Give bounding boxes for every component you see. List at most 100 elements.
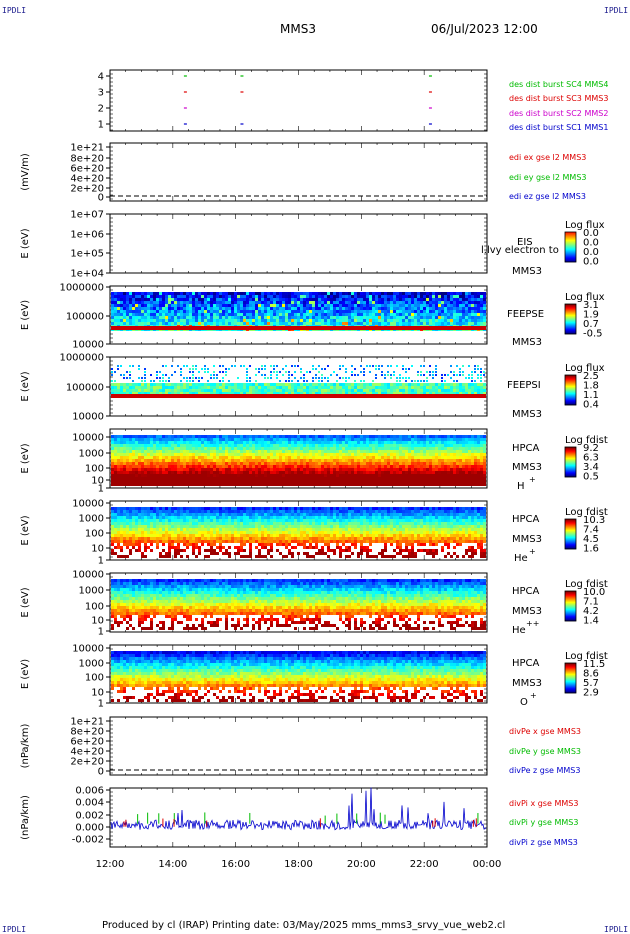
spectro-cell xyxy=(117,438,120,441)
spectro-cell xyxy=(387,292,390,295)
spectro-cell xyxy=(303,316,306,319)
spectro-cell xyxy=(189,459,192,462)
spectro-cell xyxy=(132,298,135,301)
spectro-cell xyxy=(288,298,291,301)
spectro-cell xyxy=(354,298,357,301)
spectro-cell xyxy=(267,459,270,462)
spectro-cell xyxy=(111,304,114,307)
spectro-cell xyxy=(252,435,255,438)
spectro-cell xyxy=(237,316,240,319)
spectro-cell xyxy=(444,292,447,295)
spectro-cell xyxy=(357,480,360,483)
spectro-cell xyxy=(207,468,210,471)
spectro-cell xyxy=(315,483,318,486)
spectro-cell xyxy=(426,383,429,386)
spectro-cell xyxy=(423,313,426,316)
spectro-cell xyxy=(306,453,309,456)
spectro-cell xyxy=(261,480,264,483)
spectro-cell xyxy=(270,447,273,450)
spectro-cell xyxy=(264,310,267,313)
spectro-cell xyxy=(306,392,309,395)
spectro-cell xyxy=(279,483,282,486)
spectro-cell xyxy=(162,377,164,379)
spectro-cell xyxy=(240,389,243,392)
spectro-cell xyxy=(204,319,207,322)
spectro-cell xyxy=(444,380,446,382)
spectro-cell xyxy=(354,316,357,319)
spectro-cell xyxy=(291,444,294,447)
spectro-cell xyxy=(183,316,186,319)
spectro-cell xyxy=(219,392,222,395)
spectro-cell xyxy=(315,474,318,477)
spectro-cell xyxy=(321,456,324,459)
spectro-cell xyxy=(201,438,204,441)
spectro-cell xyxy=(225,456,228,459)
spectro-cell xyxy=(369,313,372,316)
spectro-cell xyxy=(282,471,285,474)
spectro-cell xyxy=(219,447,222,450)
spectro-cell xyxy=(138,298,141,301)
spectro-cell xyxy=(363,392,366,395)
spectro-cell xyxy=(195,292,198,295)
spectro-cell xyxy=(150,298,153,301)
spectro-cell xyxy=(126,371,128,373)
spectro-cell xyxy=(210,316,213,319)
spectro-cell xyxy=(411,292,414,295)
spectro-cell xyxy=(384,392,387,395)
spectro-cell xyxy=(429,295,432,298)
spectro-cell xyxy=(366,462,369,465)
spectro-cell xyxy=(285,471,288,474)
spectro-cell xyxy=(315,374,317,376)
spectro-cell xyxy=(153,319,156,322)
spectro-cell xyxy=(141,377,143,379)
spectro-cell xyxy=(363,319,366,322)
spectro-cell xyxy=(300,392,303,395)
spectro-cell xyxy=(219,441,222,444)
spectro-cell xyxy=(258,392,261,395)
spectro-cell xyxy=(111,465,114,468)
spectro-cell xyxy=(204,456,207,459)
spectro-cell xyxy=(279,459,282,462)
spectro-cell xyxy=(372,444,375,447)
spectro-cell xyxy=(267,383,270,386)
spectro-cell xyxy=(252,383,255,386)
spectro-cell xyxy=(348,304,351,307)
spectro-cell xyxy=(111,389,114,392)
spectro-cell xyxy=(402,310,405,313)
spectro-cell xyxy=(273,453,276,456)
spectro-cell xyxy=(333,292,336,295)
spectro-cell xyxy=(216,471,219,474)
spectro-cell xyxy=(282,310,285,313)
spectro-cell xyxy=(174,459,177,462)
spectro-cell xyxy=(261,307,264,310)
colorbar-cell xyxy=(565,461,576,463)
spectro-cell xyxy=(132,447,135,450)
spectro-cell xyxy=(144,450,147,453)
spectro-cell xyxy=(327,450,330,453)
spectro-cell xyxy=(204,474,207,477)
spectro-cell xyxy=(306,307,309,310)
spectro-cell xyxy=(354,474,357,477)
spectro-cell xyxy=(192,441,195,444)
spectro-cell xyxy=(288,304,291,307)
spectro-cell xyxy=(369,304,372,307)
spectro-cell xyxy=(168,483,171,486)
legend-entry: edi ez gse l2 MMS3 xyxy=(509,192,586,201)
spectro-cell xyxy=(204,459,207,462)
spectro-cell xyxy=(129,477,132,480)
spectro-cell xyxy=(132,444,135,447)
spectro-cell xyxy=(303,386,306,389)
spectro-cell xyxy=(165,301,168,304)
spectro-cell xyxy=(264,292,267,295)
spectro-cell xyxy=(402,292,405,295)
spectro-cell xyxy=(135,292,138,295)
spectro-cell xyxy=(270,483,273,486)
spectro-cell xyxy=(435,307,438,310)
spectro-cell xyxy=(399,435,402,438)
spectro-cell xyxy=(135,386,138,389)
spectro-cell xyxy=(222,292,225,295)
spectro-cell xyxy=(309,477,312,480)
spectro-cell xyxy=(141,480,144,483)
spectro-cell xyxy=(210,447,213,450)
spectro-cell xyxy=(165,292,168,295)
